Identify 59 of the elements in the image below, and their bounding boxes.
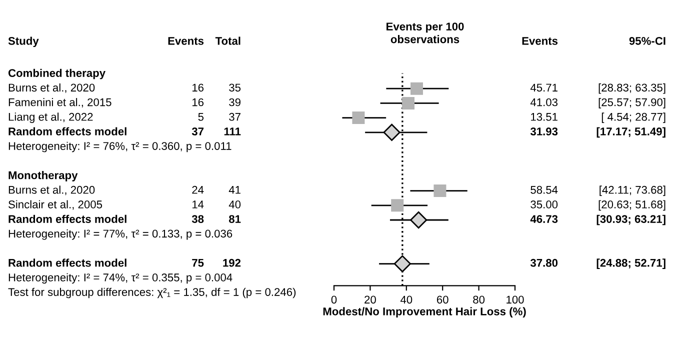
text: 37.80 [24.88; 52.71] <box>530 258 666 269</box>
text: 40 <box>228 200 241 208</box>
point <box>410 211 428 229</box>
text: 111 <box>224 128 241 136</box>
x-tick-label: 60 <box>436 296 448 304</box>
category-label: Sinclair et al., 2005 <box>8 200 102 210</box>
point <box>352 112 365 124</box>
text: 35.00 [20.63; 51.68] <box>530 200 666 211</box>
category-label: Burns et al., 2020 <box>8 83 95 93</box>
x-tick-label: 0 <box>331 296 337 304</box>
text: 13.51 [ 4.54; 28.77] <box>531 112 666 123</box>
text: 39 <box>229 98 240 106</box>
category-label: Heterogeneity: I² = 76%, τ² = 0.360, p = 0.011 <box>8 142 232 152</box>
category-label: Total <box>215 36 240 45</box>
text: 16 <box>192 98 204 106</box>
category-label: Random effects model <box>8 127 126 136</box>
text: 37 <box>192 128 204 136</box>
text: 35 <box>229 84 241 92</box>
text: Events <box>522 37 558 45</box>
text: 41 <box>228 186 240 194</box>
point <box>391 199 404 212</box>
text: 41.03 [25.57; 57.90] <box>530 98 666 108</box>
point <box>394 255 411 272</box>
x-axis-title: Modest/No Improvement Hair Loss (%) <box>323 307 526 318</box>
category-label: Liang et al., 2022 <box>8 112 93 123</box>
point <box>434 184 446 198</box>
point <box>402 96 415 110</box>
text: 37 <box>229 112 240 121</box>
point <box>383 124 400 141</box>
category-label: Heterogeneity: I² = 74%, τ² = 0.355, p = 0.004 <box>8 273 232 284</box>
category-label: Famenini et al., 2015 <box>8 98 112 108</box>
text: 46.73 [30.93; 63.21] <box>530 214 666 226</box>
text: 31.93 [17.17; 51.49] <box>530 127 666 138</box>
category-label: Heterogeneity: I² = 77%, τ² = 0.133, p = 0.036 <box>8 229 232 240</box>
text: 24 <box>192 186 204 194</box>
x-tick-label: 20 <box>364 296 376 304</box>
category-label: Monotherapy <box>8 171 78 182</box>
category-label: Study <box>8 36 39 48</box>
point <box>410 82 423 95</box>
text: 75 <box>192 259 204 267</box>
x-tick-label: 80 <box>473 296 485 304</box>
text: 16 <box>192 84 204 92</box>
category-label: Burns et al., 2020 <box>8 186 95 196</box>
category-label: Random effects model <box>8 214 126 223</box>
category-label: Random effects model <box>8 258 126 267</box>
text: 45.71 [28.83; 63.35] <box>530 83 666 94</box>
text: 192 <box>223 258 241 267</box>
text: 58.54 [42.11; 73.68] <box>530 186 666 196</box>
text: 38 <box>192 215 204 223</box>
text: 81 <box>228 215 241 223</box>
category-label: Events <box>168 37 204 45</box>
text: 95%-CI <box>629 36 666 45</box>
text: 14 <box>192 200 204 208</box>
text: 5 <box>198 113 204 121</box>
category-label: Test for subgroup differences: χ²₁ = 1.35, df = 1 (p = 0.246) <box>8 288 296 298</box>
chart-title: Events per 100 observations <box>386 22 464 44</box>
x-tick-label: 100 <box>506 296 524 304</box>
category-label: Combined therapy <box>8 68 106 80</box>
x-tick-label: 40 <box>400 296 412 304</box>
